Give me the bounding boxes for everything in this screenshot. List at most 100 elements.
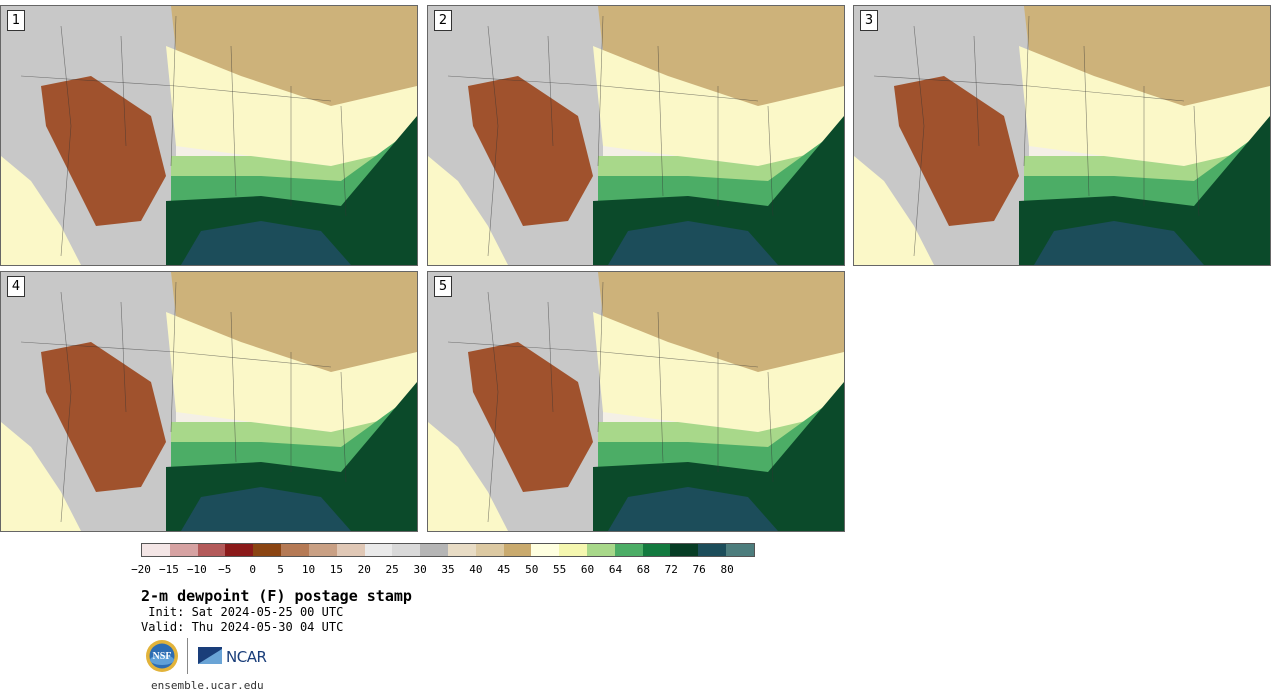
nsf-logo-icon: NSF <box>146 640 178 672</box>
state-boundary <box>170 15 177 167</box>
colorbar-swatch <box>420 544 448 556</box>
ensemble-member-panel-2: 2 <box>427 5 845 266</box>
colorbar-swatch <box>225 544 254 556</box>
state-boundary <box>340 371 347 483</box>
colorbar-tick-label: 10 <box>301 563 316 576</box>
ensemble-member-panel-4: 4 <box>0 271 418 532</box>
panel-number: 4 <box>7 276 25 297</box>
valid-time: Valid: Thu 2024-05-30 04 UTC <box>141 620 344 634</box>
colorbar-swatch <box>503 544 532 556</box>
state-boundary <box>657 45 664 197</box>
dewpoint-map <box>428 272 844 531</box>
state-boundary <box>487 25 499 257</box>
colorbar-tick-label: 45 <box>497 563 511 576</box>
ensemble-member-panel-5: 5 <box>427 271 845 532</box>
logos: NSF NCAR <box>145 638 285 674</box>
pacific-coast-strip <box>1 422 81 531</box>
colorbar-swatch <box>670 544 699 556</box>
state-boundary <box>447 75 759 102</box>
colorbar-swatch <box>281 544 309 556</box>
central-yellow-band <box>166 312 417 432</box>
state-boundary <box>913 25 925 257</box>
colorbar-tick-label: −20 <box>131 563 151 576</box>
central-yellow-band <box>166 46 417 166</box>
pacific-coast-strip <box>1 156 81 265</box>
colorbar-tick-label: −5 <box>218 563 232 576</box>
colorbar-tick-label: −10 <box>186 563 207 576</box>
colorbar-swatch <box>336 544 365 556</box>
state-boundary <box>120 35 127 147</box>
state-boundary <box>20 75 332 102</box>
gulf-of-mexico <box>608 487 778 531</box>
colorbar-tick-label: 0 <box>249 563 256 576</box>
colorbar-swatch <box>197 544 226 556</box>
colorbar-swatch <box>475 544 504 556</box>
colorbar-swatch <box>364 544 393 556</box>
colorbar-swatch <box>531 544 560 556</box>
colorbar-tick-label: 30 <box>413 563 427 576</box>
southwest-desert <box>41 342 166 492</box>
state-boundary <box>60 25 72 257</box>
state-boundary <box>447 341 759 368</box>
central-yellow-band <box>1019 46 1270 166</box>
pacific-coast-strip <box>428 156 508 265</box>
ncar-logo-text: NCAR <box>226 648 267 666</box>
colorbar-tick-label: 15 <box>329 563 343 576</box>
colorbar-tick-label: 68 <box>636 563 650 576</box>
state-boundary <box>547 301 554 413</box>
state-boundary <box>60 291 72 523</box>
southwest-desert <box>41 76 166 226</box>
colorbar-tick-label: 40 <box>469 563 483 576</box>
state-boundary <box>1023 15 1030 167</box>
central-yellow-band <box>593 312 844 432</box>
dewpoint-map <box>428 6 844 265</box>
colorbar-swatch <box>169 544 198 556</box>
state-boundary <box>547 35 554 147</box>
colorbar-tick-label: 80 <box>720 563 734 576</box>
colorbar-swatch <box>392 544 421 556</box>
state-boundary <box>1083 45 1090 197</box>
state-boundary <box>487 291 499 523</box>
colorbar-tick-label: 55 <box>553 563 567 576</box>
colorbar-tick-label: 72 <box>664 563 678 576</box>
panel-number: 1 <box>7 10 25 31</box>
colorbar-tick-label: 5 <box>277 563 284 576</box>
pacific-coast-strip <box>854 156 934 265</box>
figure-title: 2-m dewpoint (F) postage stamp <box>141 587 412 605</box>
colorbar-tick-label: −15 <box>158 563 179 576</box>
colorbar-tick-label: 25 <box>385 563 399 576</box>
state-boundary <box>170 281 177 433</box>
colorbar-swatch <box>614 544 643 556</box>
colorbar-swatch <box>642 544 671 556</box>
dewpoint-map <box>1 272 417 531</box>
southwest-desert <box>468 76 593 226</box>
state-boundary <box>230 45 237 197</box>
southwest-desert <box>894 76 1019 226</box>
colorbar-swatch <box>698 544 727 556</box>
state-boundary <box>767 105 774 217</box>
colorbar-swatch <box>447 544 476 556</box>
gulf-of-mexico <box>181 487 351 531</box>
state-boundary <box>597 15 604 167</box>
state-boundary <box>1193 105 1200 217</box>
dewpoint-colorbar <box>141 543 755 557</box>
panel-number: 2 <box>434 10 452 31</box>
state-boundary <box>873 75 1185 102</box>
state-boundary <box>120 301 127 413</box>
central-yellow-band <box>593 46 844 166</box>
panel-number: 5 <box>434 276 452 297</box>
colorbar-tick-labels: −20 −15 −10 −5 0 5 10 15 20 25 30 35 40 45 50 55 60 64 68 7… <box>131 563 755 577</box>
colorbar-swatch <box>726 544 754 556</box>
colorbar-swatch <box>587 544 615 556</box>
gulf-of-mexico <box>181 221 351 265</box>
ncar-logo-icon <box>198 647 222 664</box>
colorbar-tick-label: 35 <box>441 563 455 576</box>
ensemble-member-panel-3: 3 <box>853 5 1271 266</box>
colorbar-swatch <box>308 544 337 556</box>
southwest-desert <box>468 342 593 492</box>
state-boundary <box>230 311 237 463</box>
logo-divider <box>187 638 188 674</box>
pacific-coast-strip <box>428 422 508 531</box>
colorbar-tick-label: 50 <box>525 563 539 576</box>
state-boundary <box>657 311 664 463</box>
